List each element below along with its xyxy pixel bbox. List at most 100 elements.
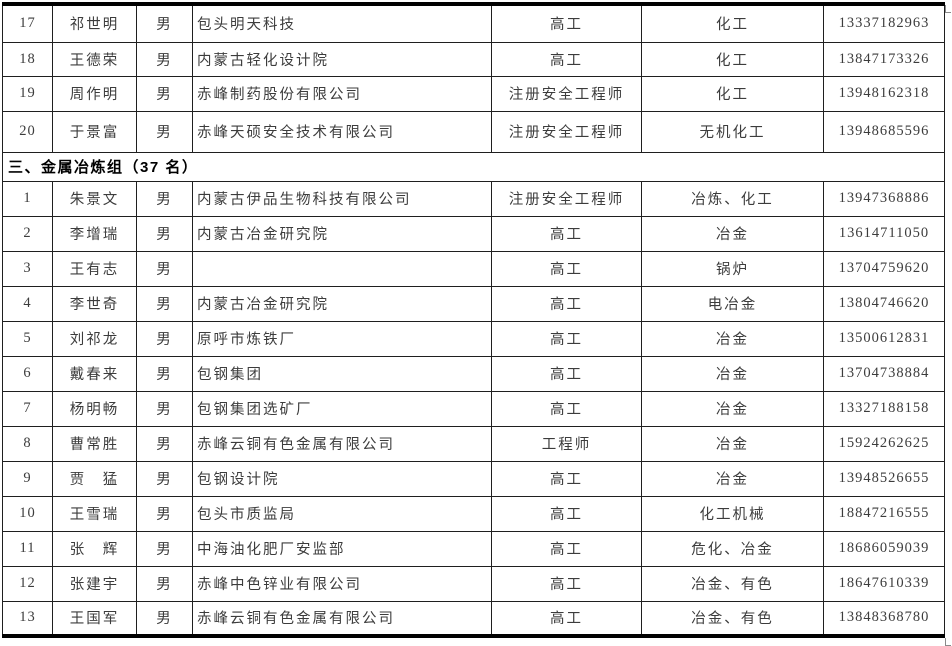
cell-phone: 13804746620 bbox=[823, 285, 945, 322]
cell-title: 高工 bbox=[491, 215, 642, 252]
cell-no: 3 bbox=[2, 250, 53, 287]
cell-name: 李增瑞 bbox=[52, 215, 137, 252]
cell-name: 王雪瑞 bbox=[52, 495, 137, 532]
table-row: 8 曹常胜男赤峰云铜有色金属有限公司 工程师 冶金 15924262625 bbox=[2, 425, 945, 462]
cell-gender: 男 bbox=[136, 285, 193, 322]
cell-no: 11 bbox=[2, 530, 53, 567]
cell-title: 高工 bbox=[491, 460, 642, 497]
table-row: 18 王德荣男内蒙古轻化设计院 高工 化工 13847173326 bbox=[2, 41, 945, 77]
cell-gender: 男 bbox=[136, 600, 193, 637]
cell-no: 1 bbox=[2, 180, 53, 217]
section-header-body: 三、金属冶炼组（37 名） bbox=[2, 151, 945, 182]
cell-gender: 男 bbox=[136, 180, 193, 217]
cell-name: 刘祁龙 bbox=[52, 320, 137, 357]
table-row: 1 朱景文男内蒙古伊品生物科技有限公司 注册安全工程师 冶炼、化工 1394736888… bbox=[2, 180, 945, 217]
table-row: 20 于景富男赤峰天硕安全技术有限公司 注册安全工程师 无机化工 13948685596 bbox=[2, 110, 945, 153]
cell-no: 12 bbox=[2, 565, 53, 602]
cell-company: 赤峰天硕安全技术有限公司 bbox=[192, 110, 492, 153]
cell-company: 原呼市炼铁厂 bbox=[192, 320, 492, 357]
cell-company: 包钢集团 bbox=[192, 355, 492, 392]
cell-phone: 13948685596 bbox=[823, 110, 945, 153]
cell-gender: 男 bbox=[136, 565, 193, 602]
cell-gender: 男 bbox=[136, 215, 193, 252]
cell-title: 注册安全工程师 bbox=[491, 110, 642, 153]
cell-name: 杨明畅 bbox=[52, 390, 137, 427]
cell-phone: 13947368886 bbox=[823, 180, 945, 217]
cell-gender: 男 bbox=[136, 110, 193, 153]
cell-phone: 18686059039 bbox=[823, 530, 945, 567]
table-row: 4 李世奇男内蒙古冶金研究院 高工 电冶金 13804746620 bbox=[2, 285, 945, 322]
cell-no: 17 bbox=[2, 3, 53, 43]
cell-no: 4 bbox=[2, 285, 53, 322]
cell-title: 高工 bbox=[491, 495, 642, 532]
cell-no: 13 bbox=[2, 600, 53, 637]
cell-title: 注册安全工程师 bbox=[491, 75, 642, 112]
cell-title: 高工 bbox=[491, 355, 642, 392]
table-row: 5 刘祁龙男原呼市炼铁厂 高工 冶金 13500612831 bbox=[2, 320, 945, 357]
cell-phone: 13948526655 bbox=[823, 460, 945, 497]
cell-title: 高工 bbox=[491, 250, 642, 287]
cell-title: 高工 bbox=[491, 3, 642, 43]
cell-gender: 男 bbox=[136, 250, 193, 287]
cell-specialty: 化工 bbox=[641, 3, 824, 43]
cell-name: 朱景文 bbox=[52, 180, 137, 217]
cell-company: 赤峰制药股份有限公司 bbox=[192, 75, 492, 112]
cell-title: 高工 bbox=[491, 320, 642, 357]
cell-no: 19 bbox=[2, 75, 53, 112]
cell-specialty: 冶金 bbox=[641, 390, 824, 427]
cell-no: 20 bbox=[2, 110, 53, 153]
cell-no: 7 bbox=[2, 390, 53, 427]
cell-specialty: 电冶金 bbox=[641, 285, 824, 322]
cell-title: 高工 bbox=[491, 565, 642, 602]
expert-roster-table: 17 祁世明男包头明天科技 高工 化工 13337182963 18 王德荣男内蒙古轻化设计… bbox=[2, 2, 945, 638]
cell-phone: 15924262625 bbox=[823, 425, 945, 462]
cell-gender: 男 bbox=[136, 495, 193, 532]
table-row: 11 张 辉男中海油化肥厂安监部 高工 危化、冶金 18686059039 bbox=[2, 530, 945, 567]
cell-phone: 18847216555 bbox=[823, 495, 945, 532]
cell-gender: 男 bbox=[136, 3, 193, 43]
cell-specialty: 危化、冶金 bbox=[641, 530, 824, 567]
cell-phone: 13948162318 bbox=[823, 75, 945, 112]
cell-no: 2 bbox=[2, 215, 53, 252]
cell-company: 赤峰云铜有色金属有限公司 bbox=[192, 425, 492, 462]
cell-gender: 男 bbox=[136, 460, 193, 497]
cell-gender: 男 bbox=[136, 390, 193, 427]
cell-no: 5 bbox=[2, 320, 53, 357]
cell-company bbox=[192, 250, 492, 287]
cell-company: 内蒙古轻化设计院 bbox=[192, 41, 492, 77]
table-row: 19 周作明男赤峰制药股份有限公司 注册安全工程师 化工 13948162318 bbox=[2, 75, 945, 112]
cell-specialty: 化工机械 bbox=[641, 495, 824, 532]
cell-name: 贾 猛 bbox=[52, 460, 137, 497]
cell-specialty: 冶炼、化工 bbox=[641, 180, 824, 217]
cell-company: 赤峰云铜有色金属有限公司 bbox=[192, 600, 492, 637]
cell-phone: 13847173326 bbox=[823, 41, 945, 77]
cell-name: 戴春来 bbox=[52, 355, 137, 392]
cell-name: 王德荣 bbox=[52, 41, 137, 77]
cell-specialty: 化工 bbox=[641, 41, 824, 77]
cell-phone: 18647610339 bbox=[823, 565, 945, 602]
section-header-title: 三、金属冶炼组（37 名） bbox=[2, 151, 945, 182]
cell-gender: 男 bbox=[136, 425, 193, 462]
table-row: 12 张建宇男赤峰中色锌业有限公司 高工 冶金、有色 18647610339 bbox=[2, 565, 945, 602]
cell-name: 王国军 bbox=[52, 600, 137, 637]
cell-specialty: 冶金 bbox=[641, 460, 824, 497]
cell-company: 中海油化肥厂安监部 bbox=[192, 530, 492, 567]
table-row: 6 戴春来男包钢集团 高工 冶金 13704738884 bbox=[2, 355, 945, 392]
cell-title: 高工 bbox=[491, 41, 642, 77]
cell-no: 9 bbox=[2, 460, 53, 497]
cell-name: 张 辉 bbox=[52, 530, 137, 567]
cell-company: 包钢设计院 bbox=[192, 460, 492, 497]
cell-title: 高工 bbox=[491, 530, 642, 567]
cell-title: 注册安全工程师 bbox=[491, 180, 642, 217]
end-of-cell-marker bbox=[945, 5, 951, 13]
cell-phone: 13704738884 bbox=[823, 355, 945, 392]
cell-specialty: 化工 bbox=[641, 75, 824, 112]
cell-company: 包头明天科技 bbox=[192, 3, 492, 43]
cell-gender: 男 bbox=[136, 320, 193, 357]
cell-no: 10 bbox=[2, 495, 53, 532]
cell-phone: 13327188158 bbox=[823, 390, 945, 427]
cell-gender: 男 bbox=[136, 355, 193, 392]
cell-specialty: 冶金 bbox=[641, 425, 824, 462]
